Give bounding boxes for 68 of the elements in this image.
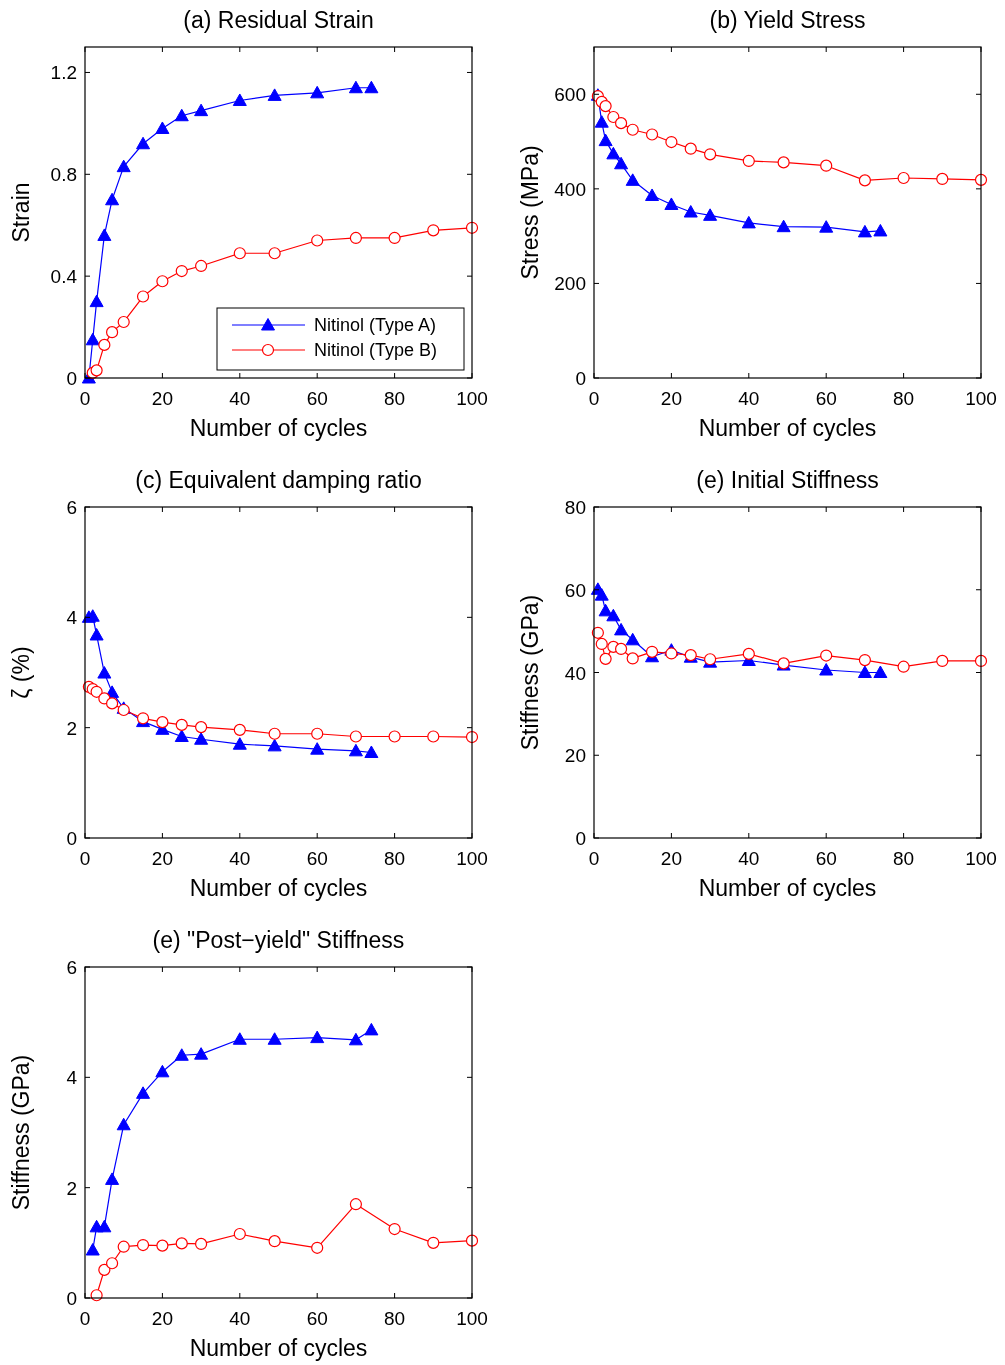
chart-title: (e) Initial Stiffness: [696, 467, 879, 493]
x-tick-label: 100: [965, 848, 997, 869]
x-tick-label: 0: [79, 1308, 91, 1329]
x-tick-label: 0: [588, 848, 600, 869]
y-axis-title: Stress (MPa): [517, 145, 543, 280]
chart-title: (e) "Post−yield" Stiffness: [152, 927, 405, 953]
y-tick-label: 0: [66, 1288, 77, 1309]
x-axis-title: Number of cycles: [698, 875, 877, 901]
chart-title: (a) Residual Strain: [183, 7, 374, 33]
y-tick-label: 0: [575, 828, 586, 849]
x-tick-label: 100: [456, 388, 488, 409]
x-tick-label: 40: [738, 848, 760, 869]
y-tick-label: 0: [66, 828, 77, 849]
x-tick-label: 80: [384, 388, 406, 409]
y-tick-label: 2: [66, 1177, 77, 1199]
y-tick-label: 4: [66, 607, 78, 629]
legend-label: Nitinol (Type B): [314, 340, 438, 360]
x-tick-label: 60: [815, 848, 837, 869]
x-tick-label: 100: [456, 1308, 488, 1329]
x-tick-label: 60: [306, 1308, 328, 1329]
x-tick-label: 80: [384, 1308, 406, 1329]
y-tick-label: 600: [554, 84, 586, 106]
y-tick-label: 6: [66, 957, 77, 978]
x-tick-label: 20: [151, 388, 173, 409]
y-axis-title: Strain: [8, 182, 34, 243]
x-tick-label: 100: [965, 388, 997, 409]
x-tick-label: 40: [229, 1308, 251, 1329]
y-tick-label: 400: [554, 178, 586, 200]
chart-title: (b) Yield Stress: [709, 7, 866, 33]
x-tick-label: 60: [815, 388, 837, 409]
y-tick-label: 0.4: [50, 266, 78, 288]
y-axis-title: ζ (%): [8, 646, 34, 699]
x-tick-label: 0: [79, 388, 91, 409]
x-tick-label: 20: [660, 848, 682, 869]
x-tick-label: 20: [151, 848, 173, 869]
x-axis-title: Number of cycles: [189, 875, 368, 901]
x-tick-label: 60: [306, 848, 328, 869]
chart-title: (c) Equivalent damping ratio: [135, 467, 422, 493]
x-tick-label: 80: [384, 848, 406, 869]
x-axis-title: Number of cycles: [189, 415, 368, 441]
x-tick-label: 20: [151, 1308, 173, 1329]
y-axis-title: Stiffness (GPa): [517, 594, 543, 751]
y-tick-label: 60: [564, 579, 586, 601]
y-tick-label: 0: [575, 368, 586, 389]
y-tick-label: 200: [554, 273, 586, 295]
x-tick-label: 80: [893, 848, 915, 869]
x-axis-title: Number of cycles: [189, 1335, 368, 1361]
y-tick-label: 0: [66, 368, 77, 389]
y-tick-label: 2: [66, 717, 77, 739]
x-tick-label: 0: [588, 388, 600, 409]
x-tick-label: 40: [229, 388, 251, 409]
y-axis-title: Stiffness (GPa): [8, 1054, 34, 1211]
y-tick-label: 20: [564, 745, 586, 767]
x-tick-label: 100: [456, 848, 488, 869]
y-tick-label: 0.8: [50, 164, 77, 186]
x-tick-label: 20: [660, 388, 682, 409]
y-tick-label: 1.2: [50, 62, 77, 84]
x-tick-label: 40: [229, 848, 251, 869]
y-tick-label: 40: [564, 662, 586, 684]
legend-label: Nitinol (Type A): [314, 315, 437, 335]
y-tick-label: 6: [66, 497, 77, 518]
x-tick-label: 0: [79, 848, 91, 869]
y-tick-label: 4: [66, 1067, 78, 1089]
x-tick-label: 80: [893, 388, 915, 409]
x-tick-label: 40: [738, 388, 760, 409]
x-tick-label: 60: [306, 388, 328, 409]
x-axis-title: Number of cycles: [698, 415, 877, 441]
y-tick-label: 80: [564, 497, 586, 518]
